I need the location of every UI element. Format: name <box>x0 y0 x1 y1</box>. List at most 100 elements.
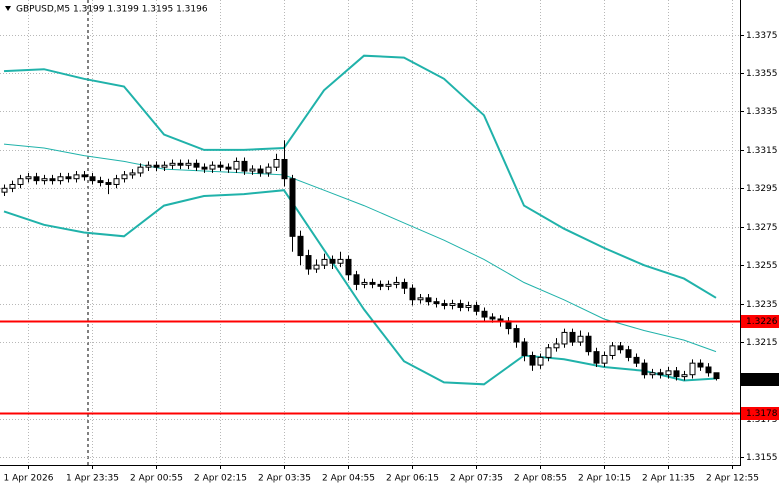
candle-body <box>297 235 304 257</box>
last-price-label: 1.3196 <box>746 375 778 385</box>
candle-body <box>49 178 56 182</box>
candle-body <box>145 164 152 168</box>
candle-body <box>633 356 640 364</box>
candle-body <box>649 372 656 376</box>
candle-body <box>233 160 240 170</box>
candle-body <box>113 178 120 185</box>
level-label: 1.3226 <box>746 317 778 327</box>
candle-body <box>457 303 464 308</box>
candle-body <box>641 362 648 376</box>
band-line <box>3 54 717 299</box>
candle-body <box>201 166 208 170</box>
candle-body <box>665 370 672 376</box>
candle-body <box>617 345 624 351</box>
x-tick-label: 2 Apr 06:15 <box>386 474 439 484</box>
x-tick-label: 2 Apr 11:35 <box>642 474 695 484</box>
axes: 1.3375 1.3355 1.3335 1.3315 1.3295 1.3275 1.32… <box>0 31 779 484</box>
candle-body <box>329 258 336 264</box>
candle-body <box>241 160 248 172</box>
candles <box>1 140 720 381</box>
candle-body <box>433 301 440 305</box>
candle-body <box>569 331 576 343</box>
chart-title: GBPUSD,M5 1.3199 1.3199 1.3195 1.3196 <box>16 5 208 15</box>
candle-body <box>409 287 416 301</box>
candle-body <box>289 178 296 237</box>
x-tick-label: 2 Apr 07:35 <box>450 474 503 484</box>
candle-body <box>601 354 608 364</box>
candle-body <box>225 166 232 170</box>
x-tick-label: 2 Apr 00:55 <box>130 474 183 484</box>
candle-body <box>697 362 704 368</box>
candle-body <box>673 370 680 378</box>
candle-body <box>97 180 104 184</box>
candle-body <box>257 168 264 174</box>
candle-body <box>425 297 432 303</box>
y-tick-label: 1.3275 <box>746 223 778 233</box>
candle-body <box>169 162 176 166</box>
candle-body <box>313 264 320 270</box>
y-tick-label: 1.3235 <box>746 300 778 310</box>
y-tick-label: 1.3155 <box>746 453 778 463</box>
x-tick-label: 2 Apr 12:55 <box>706 474 759 484</box>
y-tick-label: 1.3355 <box>746 69 778 79</box>
candle-body <box>209 164 216 170</box>
last-price-bg <box>741 373 779 386</box>
candle-body <box>441 303 448 307</box>
candle-body <box>321 258 328 266</box>
y-tick-label: 1.3375 <box>746 31 778 41</box>
candle-body <box>89 176 96 182</box>
candle-body <box>25 176 32 180</box>
candle-body <box>337 258 344 264</box>
candle-body <box>713 372 720 380</box>
candle-body <box>265 166 272 174</box>
candle-body <box>41 178 48 182</box>
candle-body <box>361 281 368 285</box>
candle-body <box>561 331 568 345</box>
level-label: 1.3178 <box>746 409 778 419</box>
candle-body <box>17 178 24 185</box>
candle-body <box>65 176 72 180</box>
candle-body <box>57 176 64 182</box>
candle-body <box>137 166 144 174</box>
grid <box>0 0 740 465</box>
candle-body <box>153 164 160 168</box>
candle-body <box>545 347 552 358</box>
candle-body <box>377 283 384 287</box>
x-tick-label: 2 Apr 04:55 <box>322 474 375 484</box>
candle-body <box>161 164 168 168</box>
candle-body <box>553 343 560 349</box>
y-tick-label: 1.3295 <box>746 184 778 194</box>
candle-body <box>705 366 712 374</box>
candle-body <box>401 281 408 289</box>
candle-body <box>273 158 280 168</box>
candle-body <box>1 187 8 193</box>
candle-body <box>489 316 496 320</box>
candle-body <box>385 283 392 287</box>
level-label-bg <box>741 407 779 420</box>
candle-body <box>185 162 192 166</box>
candle-body <box>585 335 592 353</box>
candle-body <box>521 341 528 356</box>
x-tick-label: 2 Apr 10:15 <box>578 474 631 484</box>
candle-body <box>217 164 224 168</box>
x-tick-label: 1 Apr 2026 <box>4 474 54 484</box>
band-line <box>3 143 717 353</box>
candle-body <box>393 281 400 285</box>
title-icon <box>5 6 11 11</box>
candle-body <box>625 349 632 358</box>
y-tick-label: 1.3255 <box>746 261 778 271</box>
y-tick-label: 1.3215 <box>746 338 778 348</box>
candle-body <box>609 345 616 356</box>
candle-body <box>465 305 472 308</box>
candle-body <box>81 174 88 178</box>
candle-body <box>9 183 16 189</box>
candle-body <box>305 255 312 270</box>
level-label-bg <box>741 315 779 328</box>
candle-body <box>473 305 480 312</box>
candle-body <box>369 281 376 285</box>
x-tick-label: 1 Apr 23:35 <box>66 474 119 484</box>
candle-body <box>177 162 184 166</box>
